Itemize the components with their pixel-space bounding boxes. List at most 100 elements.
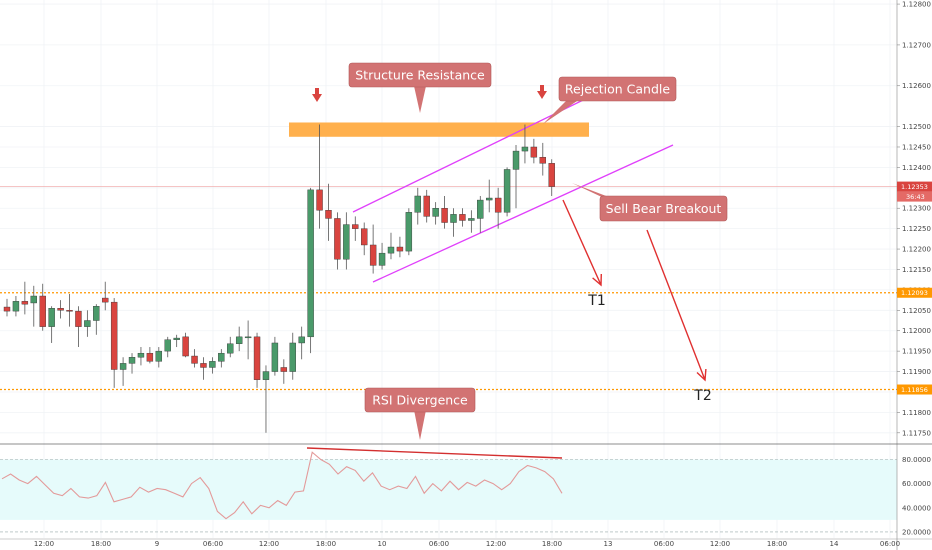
bear-candle [352, 216, 359, 241]
down-marker-icon [312, 94, 322, 102]
countdown-tag [897, 191, 932, 202]
candle-body [110, 301, 118, 370]
candle-body [334, 218, 341, 260]
sell-bear-breakout-callout: Sell Bear Breakout [572, 183, 728, 222]
bull-candle [173, 334, 180, 348]
candle-body [164, 339, 171, 352]
bull-candle [289, 332, 296, 380]
bear-candle [102, 281, 109, 311]
candle-body [352, 224, 359, 229]
bear-candle [334, 212, 341, 270]
current-price-label: 1.12353 [901, 183, 928, 191]
bull-candle [84, 310, 91, 337]
candle-body [244, 336, 252, 339]
bull-candle [521, 124, 529, 164]
candle-body [253, 336, 261, 380]
rising-channel [352, 85, 674, 283]
bear-candle [253, 332, 261, 388]
candle-body [21, 301, 29, 305]
bull-candle [343, 212, 350, 270]
rsi-tick-label: 40.0000 [902, 504, 931, 512]
price-tick-label: 1.12450 [902, 143, 931, 151]
candle-body [66, 310, 73, 312]
callout-label: Rejection Candle [565, 82, 670, 97]
price-tick-label: 1.12050 [902, 307, 931, 315]
callout-pointer [572, 183, 614, 199]
rsi-tick-label: 80.0000 [902, 456, 931, 464]
level-price-label: 1.12093 [901, 289, 928, 297]
candle-body [84, 320, 91, 327]
candle-body [173, 337, 180, 340]
candle-body [459, 214, 466, 221]
bear-candle [280, 359, 288, 384]
bear-candle [21, 281, 29, 315]
candle-body [548, 163, 555, 187]
bull-candle [405, 208, 413, 256]
bull-candle [209, 357, 216, 374]
candles [3, 124, 555, 433]
candle-body [387, 246, 395, 254]
price-tick-label: 1.12800 [902, 1, 931, 9]
candle-body [512, 150, 520, 170]
time-tick-label: 12:00 [259, 540, 279, 548]
candle-body [39, 295, 46, 327]
callout-label: Structure Resistance [355, 68, 485, 83]
bull-candle [93, 304, 100, 335]
bull-candle [164, 336, 171, 358]
candle-body [262, 371, 270, 380]
callout-pointer [414, 410, 426, 440]
rsi-divergence-callout: RSI Divergence [364, 387, 476, 440]
price-tick-label: 1.11950 [902, 348, 931, 356]
candle-body [477, 199, 484, 219]
bear-candle [110, 298, 118, 388]
candle-body [494, 197, 502, 213]
callout-box [348, 62, 492, 88]
bull-candle [450, 208, 457, 237]
time-tick-label: 10 [378, 540, 387, 548]
time-tick-label: 18:00 [91, 540, 111, 548]
channel-upper-line [352, 85, 613, 213]
candle-body [289, 342, 296, 372]
bear-candle [494, 187, 502, 229]
price-tick-label: 1.12000 [902, 327, 931, 335]
candle-body [450, 214, 457, 223]
candle-body [378, 252, 386, 266]
bull-candle [378, 242, 386, 270]
candle-body [227, 343, 234, 354]
candle-body [405, 212, 413, 252]
time-tick-label: 06:00 [203, 540, 223, 548]
grid [0, 0, 897, 538]
candle-body [75, 310, 82, 327]
time-tick-label: 06:00 [654, 540, 674, 548]
structure-resistance-zone [289, 122, 589, 137]
time-tick-label: 9 [155, 540, 159, 548]
bear-candle [369, 224, 377, 274]
rsi-divergence-line [306, 447, 563, 459]
price-tick-label: 1.11800 [902, 409, 931, 417]
bull-candle [137, 347, 145, 366]
callout-pointer [414, 86, 426, 113]
level-price-tag [897, 384, 932, 395]
candle-body [503, 169, 511, 213]
candle-body [521, 146, 529, 152]
candle-body [325, 210, 332, 219]
candle-body [298, 336, 305, 344]
bear-candle [539, 142, 546, 176]
candle-body [102, 297, 109, 303]
bull-candle [155, 347, 163, 368]
candle-body [119, 363, 127, 370]
price-tick-label: 1.12500 [902, 123, 931, 131]
rsi-line [1, 451, 563, 520]
candle-body [414, 195, 421, 213]
price-tick-label: 1.12700 [902, 41, 931, 49]
candle-body [361, 228, 368, 246]
bear-candle [441, 195, 448, 229]
rejection-candle-callout: Rejection Candle [543, 76, 677, 124]
candle-body [155, 350, 163, 362]
bull-candle [307, 187, 314, 354]
candle-body [182, 336, 189, 357]
bear-candle [191, 349, 198, 368]
target-t2-label: T2 [693, 388, 711, 404]
